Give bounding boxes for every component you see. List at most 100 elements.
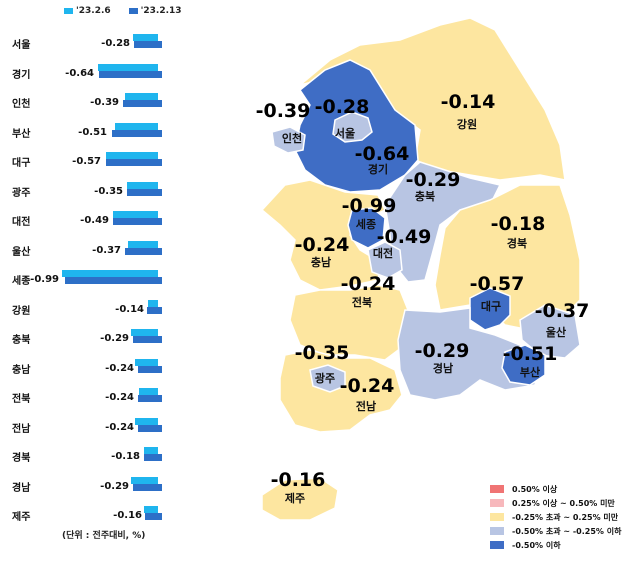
region-value-gyeongnam: -0.29	[415, 340, 470, 362]
category-label: 울산	[12, 246, 31, 258]
bar-series1	[133, 34, 158, 41]
data-label: -0.51	[78, 126, 107, 138]
region-value-gangwon: -0.14	[441, 91, 496, 113]
korea-map: -0.28서울-0.64경기-0.39인천-0.14강원-0.29충북-0.99…	[256, 17, 590, 521]
bar-series1	[113, 211, 158, 218]
data-label: -0.57	[72, 156, 101, 167]
legend-item-series1: '23.2.6	[64, 6, 111, 16]
bar-series1	[115, 122, 158, 130]
data-label: -0.29	[100, 480, 129, 492]
category-label: 대구	[12, 158, 31, 169]
bar-series2	[147, 306, 162, 314]
region-value-daegu: -0.57	[470, 273, 525, 295]
category-label: 경기	[12, 69, 31, 81]
region-name-seoul: 서울	[335, 126, 355, 140]
data-label: -0.24	[105, 362, 134, 374]
region-daegu	[469, 287, 511, 331]
bar-series1	[125, 93, 158, 100]
map-legend-swatch	[490, 485, 504, 493]
region-value-jeonnam: -0.24	[340, 375, 395, 397]
bar-series1	[127, 181, 158, 189]
category-label: 광주	[12, 187, 31, 199]
data-label: -0.24	[105, 421, 134, 433]
bar-series2	[133, 41, 162, 48]
region-busan	[501, 344, 546, 386]
region-value-sejong: -0.99	[342, 195, 397, 217]
bar-series2	[105, 159, 162, 166]
map-legend-label: -0.25% 초과 ~ 0.25% 미만	[512, 512, 619, 522]
bar-series2	[137, 395, 162, 402]
category-label: 제주	[12, 512, 31, 523]
data-label: -0.16	[113, 510, 142, 521]
bar-series1	[128, 240, 158, 248]
category-label: 전남	[12, 423, 31, 435]
map-legend-label: 0.25% 이상 ~ 0.50% 미만	[512, 498, 615, 508]
map-legend-item: 0.25% 이상 ~ 0.50% 미만	[490, 496, 621, 510]
bar-series2	[127, 188, 162, 196]
map-legend-label: -0.50% 초과 ~ -0.25% 이하	[512, 526, 622, 536]
region-value-gwangju: -0.35	[295, 342, 350, 364]
category-label: 대전	[12, 217, 31, 228]
region-name-chungnam: 충남	[311, 255, 331, 269]
region-name-gangwon: 강원	[457, 117, 477, 131]
map-legend-item: -0.25% 초과 ~ 0.25% 미만	[490, 510, 621, 524]
region-gyeongnam	[397, 307, 541, 401]
bar-series2	[145, 513, 162, 520]
legend-swatch-series2	[128, 7, 138, 14]
bar-series1	[148, 299, 158, 307]
bar-series1	[131, 476, 158, 484]
bar-series2	[132, 336, 162, 343]
map-legend-item: -0.50% 초과 ~ -0.25% 이하	[490, 524, 621, 538]
data-label: -0.24	[105, 392, 134, 403]
region-jeju	[261, 477, 339, 521]
data-label: -0.39	[90, 97, 119, 108]
region-name-ulsan: 울산	[546, 325, 566, 339]
bar-series2	[132, 483, 162, 491]
category-label: 부산	[12, 128, 31, 140]
chart-legend: '23.2.6 '23.2.13	[64, 6, 182, 16]
map-legend-swatch	[490, 541, 504, 549]
region-seoul	[332, 111, 373, 143]
map-legend-swatch	[490, 527, 504, 535]
map-legend-label: 0.50% 이상	[512, 484, 558, 494]
bar-series1	[106, 152, 158, 159]
category-label: 충남	[12, 364, 31, 376]
region-value-incheon: -0.39	[256, 100, 311, 122]
region-incheon	[271, 126, 306, 154]
bar-series2	[123, 100, 162, 107]
region-value-chungnam: -0.24	[295, 234, 350, 256]
category-label: 경북	[12, 453, 31, 464]
data-label: -0.28	[101, 38, 130, 49]
category-label: 전북	[12, 394, 31, 405]
legend-item-series2: '23.2.13	[128, 6, 182, 16]
category-label: 인천	[12, 99, 31, 110]
unit-note: (단위 : 전주대비, %)	[62, 531, 146, 541]
bar-series2	[143, 454, 162, 461]
region-name-jeju: 제주	[285, 491, 305, 505]
category-label: 서울	[12, 40, 31, 51]
bar-series1	[144, 447, 158, 454]
region-value-chungbuk: -0.29	[406, 169, 461, 191]
map-legend: 0.50% 이상 0.25% 이상 ~ 0.50% 미만 -0.25% 초과 ~ 0…	[490, 482, 621, 552]
category-label: 세종	[12, 276, 31, 287]
region-value-seoul: -0.28	[315, 96, 370, 118]
data-label: -0.35	[94, 185, 123, 197]
bar-chart: 서울 -0.28 경기 -0.64 인천 -0.39 부산 -0.51 대구 -0.57 광주 -0.…	[0, 0, 170, 530]
region-value-daejeon: -0.49	[377, 226, 432, 248]
category-label: 충북	[12, 335, 31, 346]
region-value-gyeongbuk: -0.18	[491, 213, 546, 235]
bar-series1	[131, 329, 158, 336]
region-value-ulsan: -0.37	[535, 300, 590, 322]
map-legend-swatch	[490, 499, 504, 507]
region-name-incheon: 인천	[282, 131, 302, 145]
region-name-daejeon: 대전	[373, 246, 393, 260]
region-value-jeju: -0.16	[271, 469, 326, 491]
data-label: -0.18	[111, 451, 140, 462]
map-legend-label: -0.50% 이하	[512, 540, 561, 550]
region-value-gyeonggi: -0.64	[355, 143, 410, 165]
region-name-chungbuk: 충북	[415, 189, 435, 203]
map-legend-item: -0.50% 이하	[490, 538, 621, 552]
data-label: -0.37	[92, 244, 121, 256]
category-label: 강원	[12, 305, 31, 317]
region-name-daegu: 대구	[481, 299, 501, 313]
